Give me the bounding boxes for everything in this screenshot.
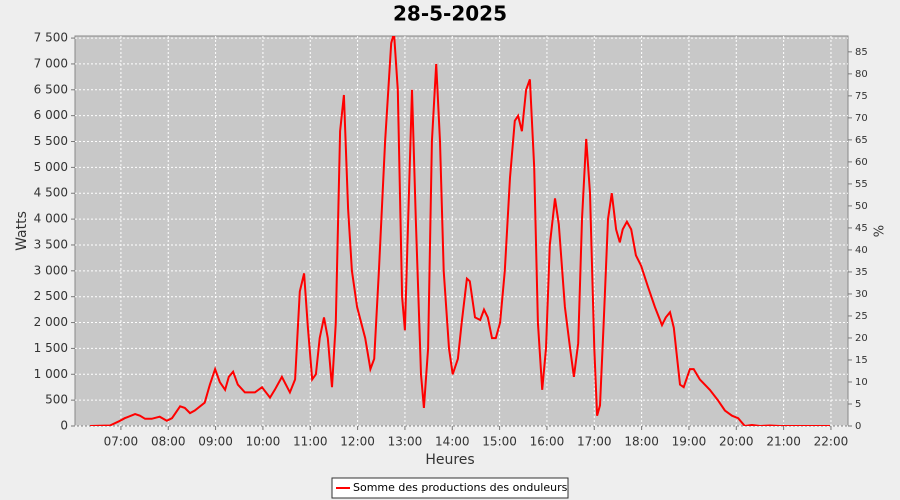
y2-tick-label: 35 [855,267,868,278]
y2-tick-label: 85 [855,47,868,58]
x-axis-label: Heures [425,452,474,468]
y2-tick-label: 70 [855,113,868,124]
plot-area [74,35,849,427]
y-tick-label: 2 000 [34,315,68,329]
y2-tick-label: 40 [855,245,868,256]
chart-title: 28-5-2025 [393,2,507,26]
y2-tick-label: 30 [855,289,868,300]
y-tick-label: 3 500 [34,237,68,251]
y-tick-label: 5 500 [34,134,68,148]
x-tick-label: 08:00 [151,435,186,449]
y-tick-label: 0 [60,419,68,433]
x-tick-label: 12:00 [340,435,375,449]
y-tick-label: 5 000 [34,160,68,174]
y2-tick-label: 0 [855,421,861,432]
y2-tick-label: 20 [855,333,868,344]
x-tick-label: 15:00 [482,435,517,449]
x-tick-label: 13:00 [388,435,423,449]
y2-tick-label: 25 [855,311,868,322]
y2-tick-label: 65 [855,135,868,146]
y2-tick-label: 10 [855,377,868,388]
y-tick-label: 7 000 [34,56,68,70]
y-tick-label: 6 500 [34,82,68,96]
legend-box [331,477,569,499]
y-tick-label: 500 [45,393,68,407]
y2-tick-label: 80 [855,69,868,80]
x-tick-label: 16:00 [530,435,565,449]
line [90,36,830,426]
y2-tick-label: 45 [855,223,868,234]
y-tick-label: 2 500 [34,289,68,303]
y-tick-label: 1 000 [34,367,68,381]
x-tick-label: 14:00 [435,435,470,449]
x-tick-label: 22:00 [814,435,849,449]
x-tick-label: 19:00 [672,435,707,449]
y-tick-label: 1 500 [34,341,68,355]
y-tick-label: 4 500 [34,186,68,200]
x-tick-label: 17:00 [577,435,612,449]
y-tick-label: 7 500 [34,31,68,45]
x-tick-label: 11:00 [293,435,328,449]
x-tick-label: 09:00 [198,435,233,449]
y-axis-label: Watts [14,211,30,251]
x-tick-label: 21:00 [766,435,801,449]
y2-tick-label: 55 [855,179,868,190]
y2-tick-label: 75 [855,91,868,102]
y2-tick-label: 60 [855,157,868,168]
y2-tick-label: 15 [855,355,868,366]
y2-tick-label: 5 [855,399,861,410]
legend-label: Somme des productions des onduleurs [353,481,568,494]
x-tick-label: 07:00 [104,435,139,449]
y-tick-label: 6 000 [34,108,68,122]
x-tick-label: 20:00 [719,435,754,449]
x-tick-label: 10:00 [246,435,281,449]
y-tick-label: 4 000 [34,212,68,226]
y2-axis-label: % [873,225,888,237]
y2-tick-label: 50 [855,201,868,212]
y-tick-label: 3 000 [34,263,68,277]
x-tick-label: 18:00 [624,435,659,449]
